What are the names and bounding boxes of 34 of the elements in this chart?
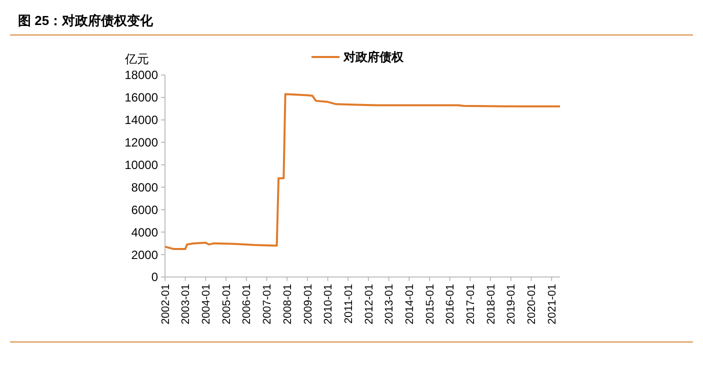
x-tick-label: 2021-01 [546,284,558,324]
x-tick-label: 2006-01 [241,284,254,324]
x-tick-label: 2004-01 [200,284,213,324]
x-tick-label: 2008-01 [282,284,294,324]
chart-title: 图 25：对政府债权变化 [18,13,154,28]
y-tick-label: 0 [151,270,158,284]
x-tick-label: 2011-01 [342,284,355,324]
x-tick-label: 2014-01 [404,284,416,324]
y-tick-label: 6000 [131,202,158,217]
x-tick-label: 2018-01 [485,284,498,324]
x-tick-label: 2003-01 [180,284,192,324]
y-tick-label: 18000 [124,68,158,82]
x-tick-label: 2020-01 [526,284,538,324]
y-tick-label: 12000 [124,136,158,150]
x-tick-label: 2013-01 [384,284,396,324]
x-tick-label: 2015-01 [424,284,436,324]
x-tick-label: 2012-01 [363,284,376,324]
y-tick-label: 4000 [131,225,158,240]
x-tick-label: 2016-01 [444,284,457,324]
y-axis-title: 亿元 [124,52,149,66]
y-tick-label: 14000 [124,113,158,128]
y-tick-label: 10000 [124,158,158,172]
line-series [164,93,561,250]
x-tick-label: 2017-01 [465,284,478,324]
x-tick-label: 2009-01 [302,284,314,324]
y-tick-label: 16000 [124,90,158,105]
y-tick-label: 2000 [131,248,158,262]
y-tick-label: 8000 [131,180,158,194]
x-tick-label: 2010-01 [322,284,335,324]
x-tick-label: 2007-01 [262,284,274,324]
x-tick-label: 2005-01 [220,284,233,324]
x-tick-label: 2002-01 [160,284,172,324]
x-tick-label: 2019-01 [506,284,518,324]
legend-label: 对政府债权 [342,50,404,64]
